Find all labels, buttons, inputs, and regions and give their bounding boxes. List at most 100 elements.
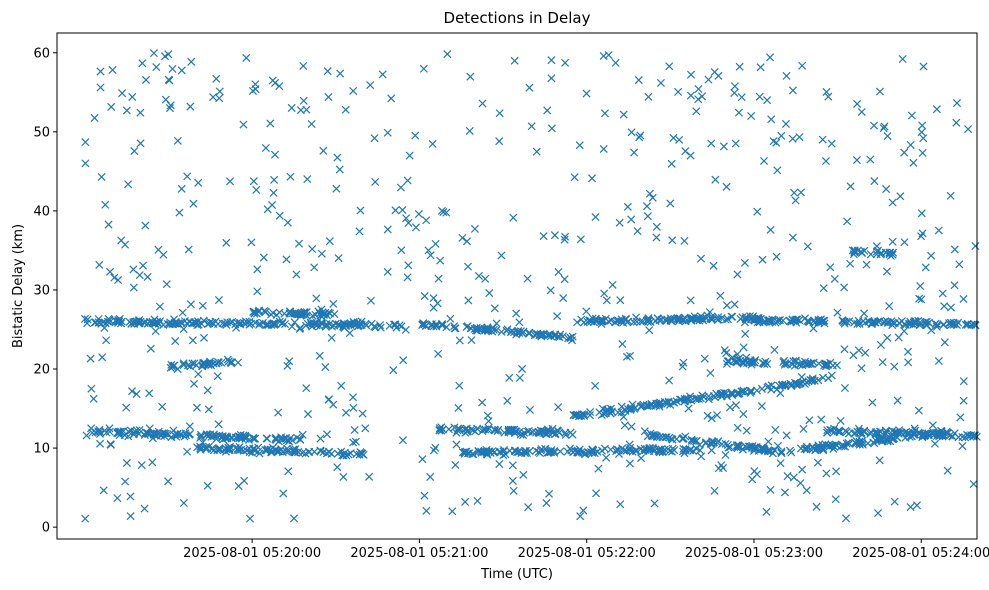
data-point	[366, 81, 375, 90]
data-point	[619, 412, 628, 421]
data-point	[221, 319, 230, 328]
data-point	[104, 220, 113, 229]
data-point	[128, 92, 137, 101]
data-point	[471, 326, 480, 335]
data-point	[673, 315, 682, 324]
data-point	[907, 111, 916, 120]
data-point	[329, 321, 339, 330]
data-point	[906, 503, 915, 512]
data-point	[519, 470, 528, 479]
data-point	[616, 500, 625, 509]
data-point	[810, 376, 819, 385]
data-point	[83, 319, 92, 328]
data-point	[259, 253, 268, 262]
data-point	[442, 323, 451, 332]
data-point	[686, 91, 695, 100]
data-point	[462, 237, 472, 246]
data-point	[332, 184, 341, 193]
data-point	[431, 239, 440, 248]
data-point	[495, 137, 504, 146]
data-point	[898, 55, 907, 64]
data-point	[329, 299, 338, 308]
data-point	[668, 236, 677, 245]
data-point	[854, 346, 863, 355]
data-point	[495, 460, 504, 469]
data-point	[695, 446, 704, 455]
data-point	[336, 321, 345, 330]
data-point	[105, 424, 114, 433]
data-point	[618, 444, 627, 453]
data-point	[353, 322, 362, 331]
data-point	[597, 446, 606, 455]
data-point	[194, 370, 203, 379]
data-point	[283, 361, 292, 370]
data-point	[720, 346, 729, 355]
data-point	[275, 447, 284, 456]
data-point	[178, 308, 187, 317]
data-point	[561, 430, 570, 439]
data-point	[801, 357, 810, 366]
data-point	[253, 287, 262, 296]
data-point	[513, 448, 522, 457]
data-point	[868, 319, 877, 328]
data-point	[365, 472, 374, 481]
data-point	[722, 301, 731, 310]
data-point	[894, 333, 903, 342]
data-point	[739, 410, 748, 419]
data-point	[919, 134, 928, 143]
data-point	[160, 429, 169, 438]
data-point	[335, 165, 344, 174]
data-point	[97, 172, 106, 181]
data-point	[510, 447, 519, 456]
data-point	[114, 316, 123, 325]
data-point	[509, 213, 518, 222]
data-point	[914, 406, 923, 415]
data-point	[857, 364, 866, 373]
data-point	[443, 50, 452, 59]
data-point	[888, 198, 897, 207]
data-point	[835, 426, 844, 435]
data-point	[740, 258, 749, 267]
data-point	[170, 315, 179, 324]
data-point	[647, 401, 656, 410]
data-point	[680, 394, 689, 403]
data-point	[250, 444, 259, 453]
data-point	[185, 422, 194, 431]
data-point	[104, 314, 113, 323]
data-point	[159, 250, 168, 259]
data-point	[203, 386, 212, 395]
data-point	[723, 440, 732, 450]
data-point	[463, 322, 472, 331]
data-point	[585, 316, 594, 325]
data-point	[227, 433, 236, 442]
data-point	[348, 393, 358, 402]
data-point	[349, 86, 358, 95]
data-point	[426, 472, 435, 481]
data-point	[922, 317, 931, 326]
data-point	[547, 448, 556, 457]
data-point	[524, 503, 533, 512]
data-point	[909, 158, 918, 167]
data-point	[927, 326, 936, 335]
data-point	[776, 316, 785, 325]
data-point	[903, 347, 912, 356]
data-point	[435, 425, 444, 435]
data-point	[888, 426, 897, 435]
data-point	[839, 318, 849, 327]
data-point	[186, 300, 195, 309]
data-point	[561, 58, 570, 67]
data-point	[797, 372, 806, 382]
data-point	[528, 427, 537, 436]
data-point	[682, 394, 691, 403]
data-point	[483, 326, 492, 335]
data-point	[146, 344, 155, 353]
data-point	[757, 445, 766, 454]
data-point	[392, 323, 401, 332]
data-point	[858, 436, 867, 445]
data-point	[212, 431, 221, 440]
data-point	[964, 125, 973, 134]
data-point	[124, 432, 133, 441]
data-point	[788, 233, 797, 242]
